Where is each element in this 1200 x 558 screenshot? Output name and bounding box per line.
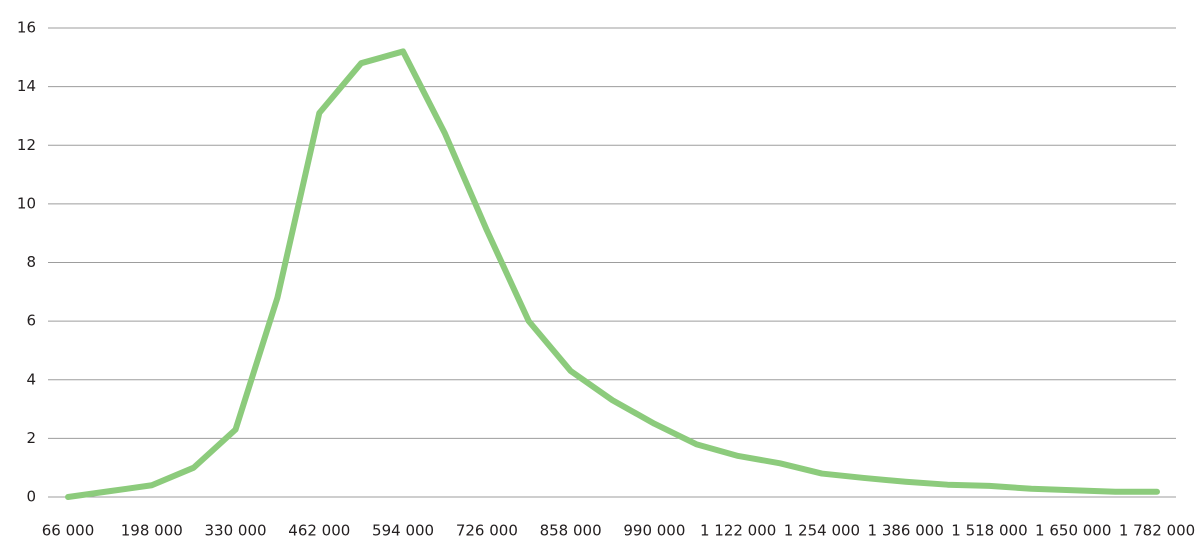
x-tick-label: 858 000 xyxy=(540,522,602,540)
x-tick-label: 1 782 000 xyxy=(1119,522,1195,540)
x-tick-label: 726 000 xyxy=(456,522,518,540)
x-tick-label: 594 000 xyxy=(372,522,434,540)
line-series xyxy=(65,48,1160,500)
x-tick-label: 330 000 xyxy=(205,522,267,540)
y-tick-label: 6 xyxy=(26,312,36,330)
x-tick-label: 1 254 000 xyxy=(784,522,860,540)
y-tick-label: 12 xyxy=(17,136,36,154)
y-tick-label: 2 xyxy=(26,429,36,447)
y-tick-label: 4 xyxy=(26,370,36,388)
x-tick-label: 1 386 000 xyxy=(868,522,944,540)
x-tick-label: 1 122 000 xyxy=(700,522,776,540)
x-tick-label: 66 000 xyxy=(42,522,95,540)
y-tick-label: 16 xyxy=(17,19,36,37)
y-tick-label: 14 xyxy=(17,77,36,95)
x-tick-label: 1 650 000 xyxy=(1035,522,1111,540)
y-tick-label: 8 xyxy=(26,253,36,271)
x-tick-label: 990 000 xyxy=(623,522,685,540)
x-tick-label: 1 518 000 xyxy=(951,522,1027,540)
y-tick-label: 0 xyxy=(26,488,36,506)
x-tick-label: 198 000 xyxy=(121,522,183,540)
x-tick-label: 462 000 xyxy=(288,522,350,540)
y-tick-label: 10 xyxy=(17,194,36,212)
